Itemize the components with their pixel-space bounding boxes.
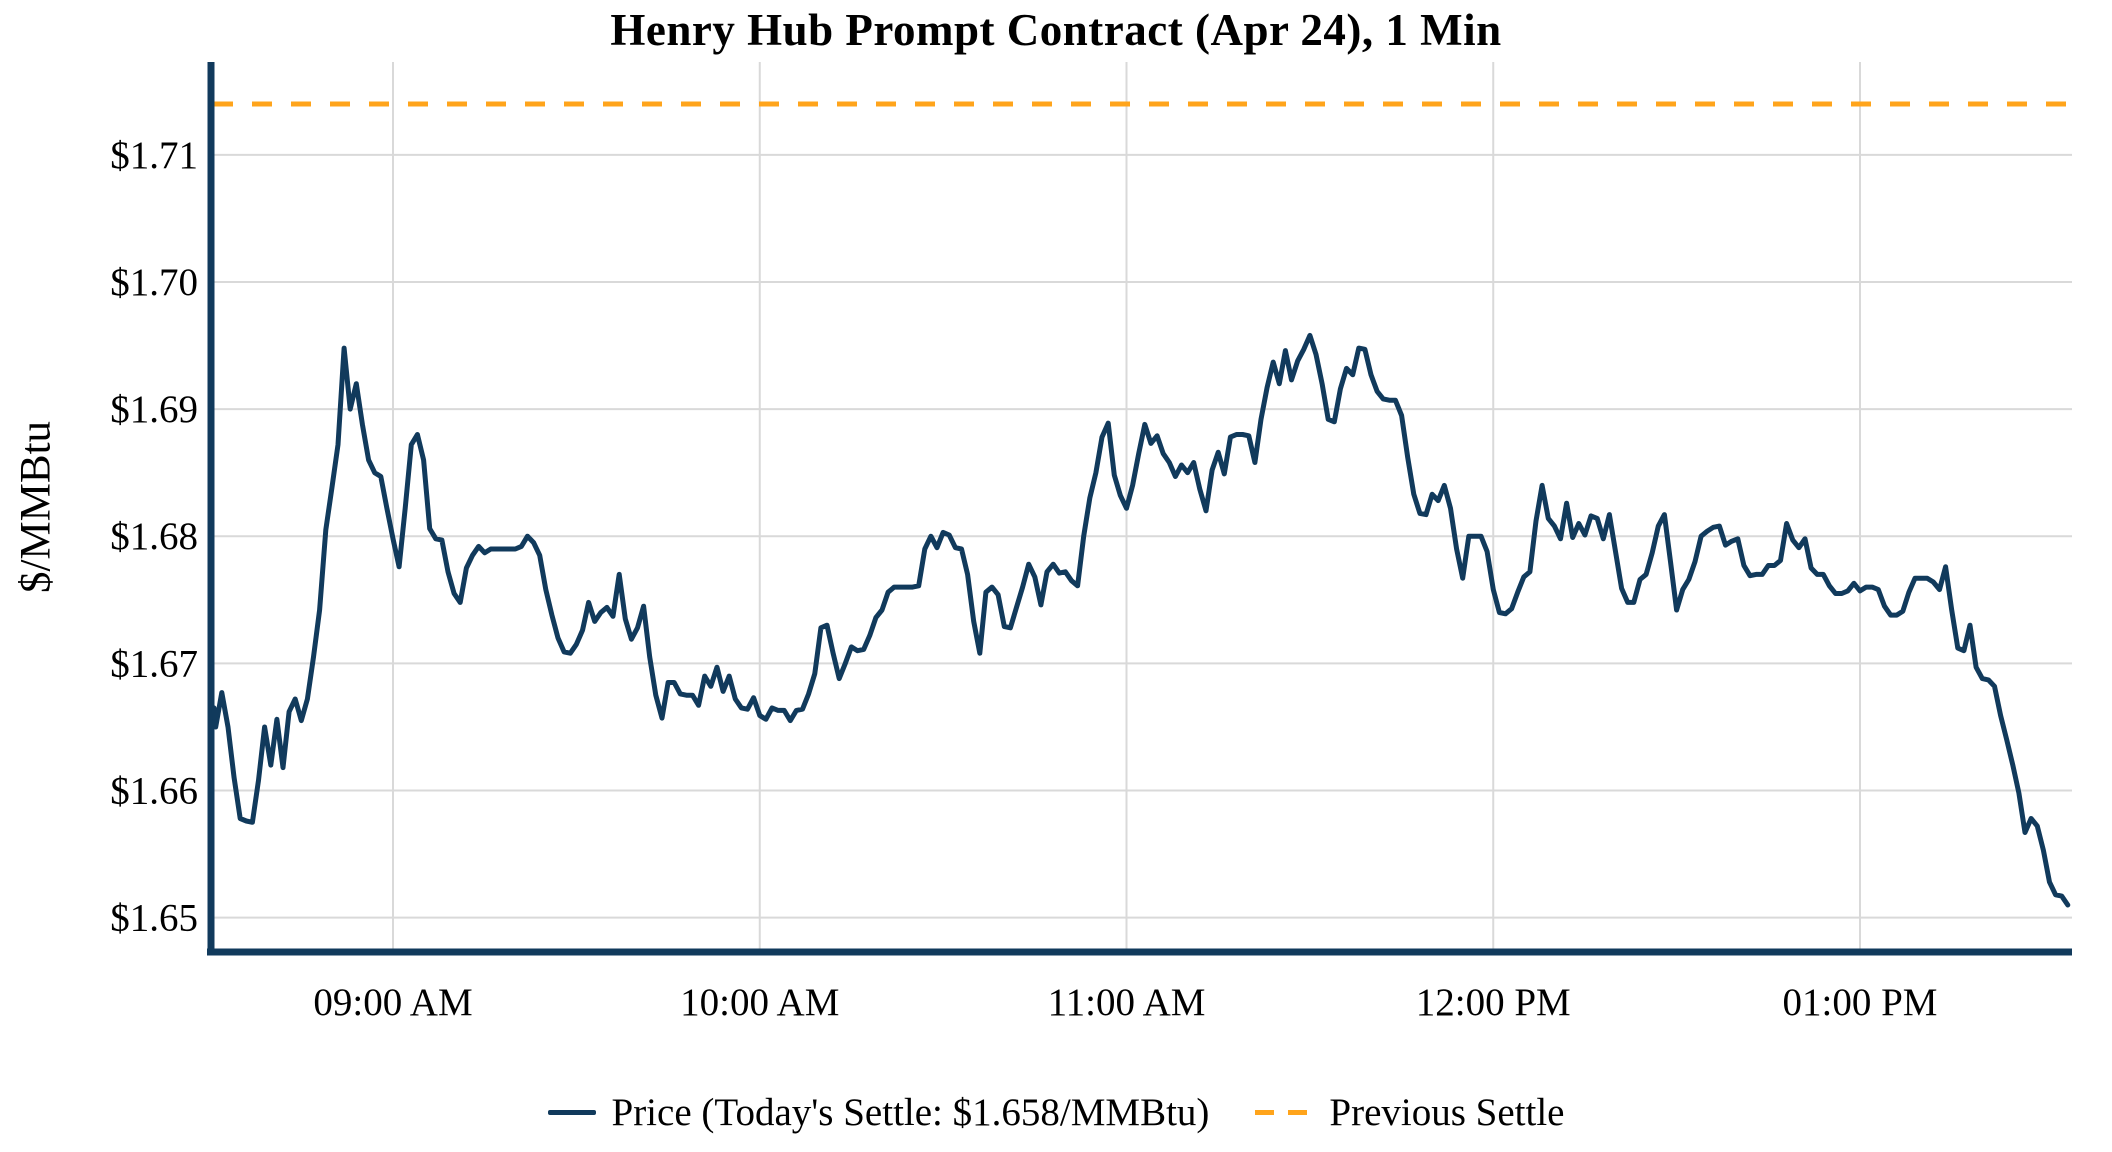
y-tick-label: $1.66	[110, 770, 198, 813]
x-tick-label: 01:00 PM	[1783, 981, 1938, 1024]
y-tick-label: $1.65	[110, 897, 198, 940]
legend: Price (Today's Settle: $1.658/MMBtu) Pre…	[0, 1082, 2112, 1142]
price-line	[211, 332, 2071, 908]
legend-price-label: Price (Today's Settle: $1.658/MMBtu)	[611, 1090, 1210, 1134]
chart-title: Henry Hub Prompt Contract (Apr 24), 1 Mi…	[610, 5, 1502, 55]
x-tick-label: 11:00 AM	[1048, 981, 1206, 1024]
y-tick-label: $1.67	[110, 642, 198, 685]
previous-settle-dash-swatch-icon	[1255, 1109, 1314, 1115]
x-tick-label: 10:00 AM	[680, 981, 839, 1024]
y-tick-label: $1.71	[110, 134, 198, 177]
x-tick-label: 09:00 AM	[313, 981, 472, 1024]
y-tick-label: $1.70	[110, 261, 198, 304]
price-line-swatch-icon	[547, 1109, 596, 1115]
x-tick-label: 12:00 PM	[1416, 981, 1571, 1024]
y-tick-label: $1.68	[110, 515, 198, 558]
y-tick-label: $1.69	[110, 388, 198, 431]
legend-previous-settle-label: Previous Settle	[1329, 1090, 1565, 1134]
